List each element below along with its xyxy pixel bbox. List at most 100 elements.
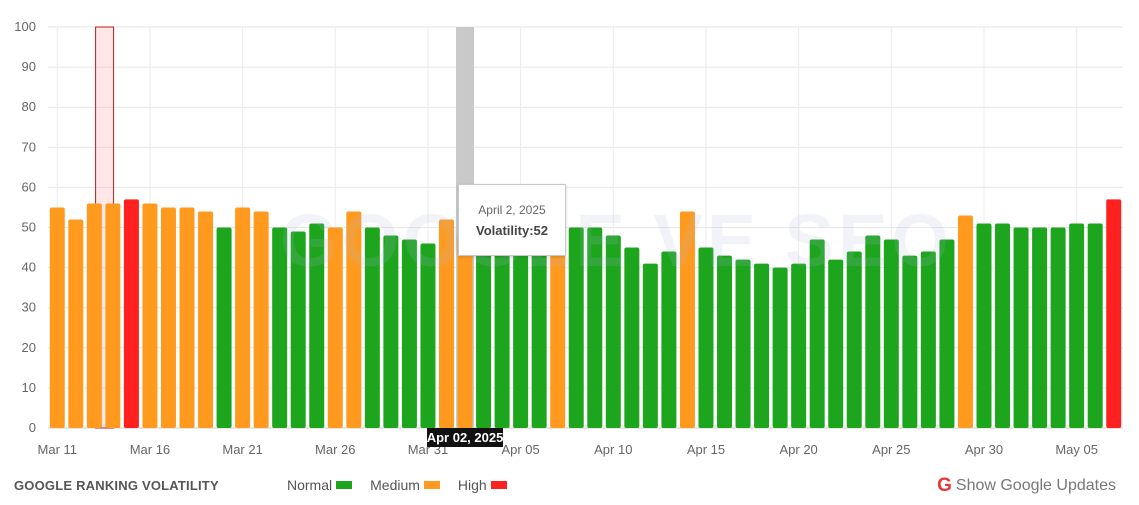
- x-tick-label: Mar 16: [130, 442, 170, 457]
- y-tick-label: 70: [22, 139, 36, 154]
- bar[interactable]: [86, 203, 102, 428]
- chart-footer: GOOGLE RANKING VOLATILITY Normal Medium …: [0, 470, 1139, 500]
- x-tick-label: Apr 10: [594, 442, 632, 457]
- x-tick-label: Mar 11: [38, 442, 78, 457]
- bar[interactable]: [346, 211, 362, 428]
- x-tick-label: Apr 15: [687, 442, 725, 457]
- legend-item-normal[interactable]: Normal: [287, 477, 353, 493]
- bar[interactable]: [309, 223, 325, 428]
- x-tick-label: May 05: [1055, 442, 1098, 457]
- bar[interactable]: [995, 223, 1011, 428]
- bar[interactable]: [364, 227, 380, 429]
- show-google-updates-button[interactable]: G Show Google Updates: [937, 475, 1116, 497]
- legend-item-medium[interactable]: Medium: [370, 477, 440, 493]
- tooltip-date: April 2, 2025: [478, 203, 546, 217]
- bar[interactable]: [957, 215, 973, 428]
- bar[interactable]: [1050, 227, 1066, 429]
- bar[interactable]: [846, 251, 862, 428]
- bar[interactable]: [1069, 223, 1085, 428]
- bar[interactable]: [198, 211, 214, 428]
- bar[interactable]: [235, 207, 251, 428]
- x-tick-label: Apr 05: [501, 442, 539, 457]
- legend-swatch-medium: [423, 481, 440, 489]
- bar[interactable]: [939, 239, 955, 428]
- bar[interactable]: [401, 239, 417, 428]
- bar[interactable]: [420, 243, 436, 428]
- bar[interactable]: [624, 247, 640, 428]
- bar[interactable]: [494, 251, 510, 428]
- bar[interactable]: [123, 199, 139, 428]
- bar[interactable]: [550, 219, 566, 428]
- x-tick-label: Mar 21: [222, 442, 262, 457]
- bar[interactable]: [1032, 227, 1048, 429]
- bar[interactable]: [531, 243, 547, 428]
- hover-date-tag-bg: [427, 428, 504, 447]
- legend-swatch-high: [490, 481, 507, 489]
- bar[interactable]: [513, 247, 529, 428]
- bar[interactable]: [791, 263, 807, 428]
- x-tick-label: Apr 20: [779, 442, 817, 457]
- legend: Normal Medium High: [287, 477, 525, 493]
- bar[interactable]: [272, 227, 288, 429]
- bar[interactable]: [754, 263, 770, 428]
- bar[interactable]: [568, 227, 584, 429]
- volatility-chart[interactable]: 0 10 20 30 40 50 60 70 80 90 100 Mar 11 Mar 16 Mar 2…: [0, 0, 1139, 470]
- bar[interactable]: [160, 207, 176, 428]
- y-tick-label: 80: [22, 99, 36, 114]
- bar[interactable]: [179, 207, 195, 428]
- bar[interactable]: [883, 239, 899, 428]
- bar[interactable]: [698, 247, 714, 428]
- legend-label-normal: Normal: [287, 477, 333, 493]
- tooltip-value: Volatility:52: [475, 223, 548, 238]
- bar[interactable]: [253, 211, 269, 428]
- bar[interactable]: [476, 227, 492, 429]
- y-tick-label: 40: [22, 260, 36, 275]
- y-tick-label: 50: [22, 220, 36, 235]
- y-tick-label: 30: [22, 300, 36, 315]
- bar[interactable]: [290, 231, 306, 428]
- y-axis: 0 10 20 30 40 50 60 70 80 90 100: [14, 19, 36, 435]
- google-g-icon: G: [937, 475, 952, 496]
- bar[interactable]: [679, 211, 695, 428]
- legend-item-high[interactable]: High: [458, 477, 507, 493]
- bar[interactable]: [865, 235, 881, 428]
- bar[interactable]: [717, 255, 733, 428]
- chart-bars[interactable]: [49, 199, 1122, 429]
- bar[interactable]: [920, 251, 936, 428]
- y-tick-label: 60: [22, 179, 36, 194]
- y-tick-label: 90: [22, 59, 36, 74]
- bar[interactable]: [383, 235, 399, 428]
- bar[interactable]: [438, 219, 454, 428]
- bar[interactable]: [642, 263, 658, 428]
- x-axis: Mar 11 Mar 16 Mar 21 Mar 26 Mar 31 Apr 05 Apr …: [38, 442, 1098, 457]
- hover-date-tag: Apr 02, 2025: [427, 428, 504, 447]
- bar[interactable]: [1013, 227, 1029, 429]
- y-tick-label: 100: [14, 19, 36, 34]
- x-tick-label: Apr 25: [872, 442, 910, 457]
- y-tick-label: 0: [29, 420, 36, 435]
- bar[interactable]: [735, 259, 751, 428]
- bar[interactable]: [457, 235, 473, 428]
- bar[interactable]: [49, 207, 65, 428]
- y-tick-label: 10: [22, 380, 36, 395]
- bar[interactable]: [902, 255, 918, 428]
- chart-title: GOOGLE RANKING VOLATILITY: [14, 478, 219, 493]
- bar[interactable]: [605, 235, 621, 428]
- bar[interactable]: [772, 267, 788, 428]
- bar[interactable]: [142, 203, 158, 428]
- bar[interactable]: [1106, 199, 1122, 428]
- hover-date-tag-label: Apr 02, 2025: [427, 430, 504, 445]
- bar[interactable]: [587, 227, 603, 429]
- x-tick-label: Mar 26: [315, 442, 355, 457]
- legend-label-medium: Medium: [370, 477, 420, 493]
- bar[interactable]: [661, 251, 677, 428]
- bar[interactable]: [809, 239, 825, 428]
- legend-swatch-normal: [336, 481, 353, 489]
- bar[interactable]: [327, 227, 343, 429]
- bar[interactable]: [1087, 223, 1103, 428]
- bar[interactable]: [828, 259, 844, 428]
- bar[interactable]: [68, 219, 84, 428]
- bar[interactable]: [105, 203, 121, 428]
- bar[interactable]: [976, 223, 992, 428]
- bar[interactable]: [216, 227, 232, 429]
